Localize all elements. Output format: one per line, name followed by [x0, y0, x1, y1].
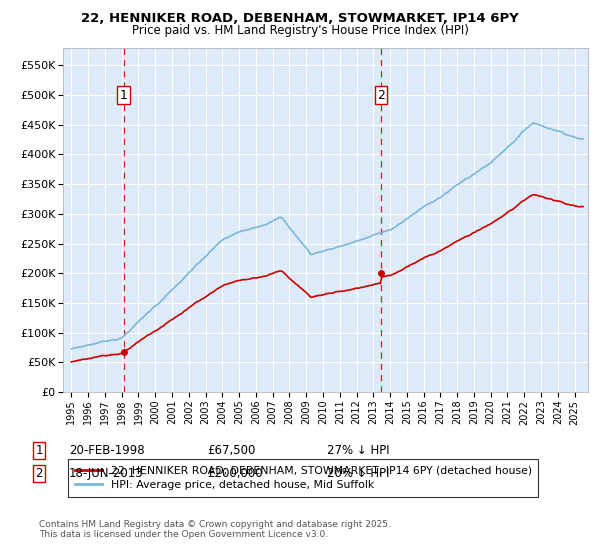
- Text: 18-JUN-2013: 18-JUN-2013: [69, 466, 143, 480]
- Text: £67,500: £67,500: [207, 444, 256, 458]
- Legend: 22, HENNIKER ROAD, DEBENHAM, STOWMARKET, IP14 6PY (detached house), HPI: Average: 22, HENNIKER ROAD, DEBENHAM, STOWMARKET,…: [68, 459, 538, 497]
- Text: £200,000: £200,000: [207, 466, 263, 480]
- Text: 27% ↓ HPI: 27% ↓ HPI: [327, 444, 389, 458]
- Text: Contains HM Land Registry data © Crown copyright and database right 2025.
This d: Contains HM Land Registry data © Crown c…: [39, 520, 391, 539]
- Text: 22, HENNIKER ROAD, DEBENHAM, STOWMARKET, IP14 6PY: 22, HENNIKER ROAD, DEBENHAM, STOWMARKET,…: [81, 12, 519, 25]
- Text: 20-FEB-1998: 20-FEB-1998: [69, 444, 145, 458]
- Text: 2: 2: [35, 466, 43, 480]
- Text: Price paid vs. HM Land Registry's House Price Index (HPI): Price paid vs. HM Land Registry's House …: [131, 24, 469, 36]
- Text: 20% ↓ HPI: 20% ↓ HPI: [327, 466, 389, 480]
- Text: 2: 2: [377, 88, 385, 101]
- Text: 1: 1: [35, 444, 43, 458]
- Text: 1: 1: [120, 88, 128, 101]
